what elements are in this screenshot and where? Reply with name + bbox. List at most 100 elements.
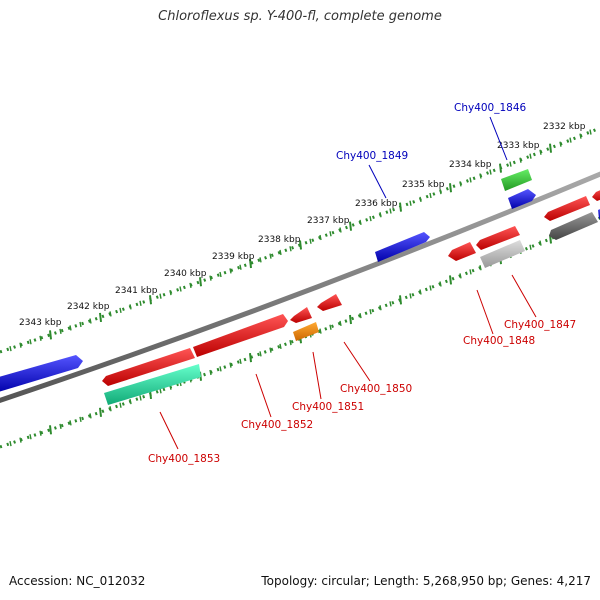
reverse-tick xyxy=(539,240,542,246)
gene-gray-right[interactable] xyxy=(549,212,598,240)
scale-label-2337: 2337 kbp xyxy=(307,216,350,226)
forward-tick xyxy=(379,212,382,218)
scale-label-2333: 2333 kbp xyxy=(497,141,540,151)
forward-tick xyxy=(89,318,92,324)
reverse-tick xyxy=(409,293,412,299)
forward-tick xyxy=(309,238,312,244)
forward-tick xyxy=(9,345,12,352)
forward-tick xyxy=(499,163,502,173)
scale-label-2336: 2336 kbp xyxy=(355,199,398,209)
scale-label-2332: 2332 kbp xyxy=(543,122,586,132)
reverse-tick xyxy=(529,244,532,250)
leader-chy400-1847 xyxy=(511,274,537,318)
forward-tick xyxy=(489,169,492,175)
gene-chy400-1850[interactable] xyxy=(317,294,342,311)
gene-red-edge[interactable] xyxy=(592,188,600,201)
reverse-tick xyxy=(359,312,362,319)
scale-label-2334: 2334 kbp xyxy=(449,160,492,170)
reverse-tick xyxy=(89,413,92,419)
reverse-tick xyxy=(399,295,402,305)
leader-chy400-1848 xyxy=(476,289,494,335)
forward-tick xyxy=(69,325,72,331)
forward-tick xyxy=(389,208,392,214)
gene-red-1853-upper[interactable] xyxy=(102,348,195,386)
gene-chy400-1851[interactable] xyxy=(290,307,312,323)
forward-tick xyxy=(79,321,82,328)
forward-tick xyxy=(469,177,472,183)
reverse-tick xyxy=(29,434,32,440)
reverse-tick xyxy=(429,285,432,291)
gene-teal-1853[interactable] xyxy=(104,364,201,405)
genome-backbone xyxy=(0,171,600,403)
forward-tick xyxy=(559,141,562,147)
forward-tick xyxy=(189,282,192,289)
forward-tick xyxy=(179,286,182,292)
label-chy400-1847[interactable]: Chy400_1847 xyxy=(504,319,576,331)
gene-red-1852-right[interactable] xyxy=(193,314,288,357)
reverse-tick xyxy=(69,420,72,426)
reverse-tick xyxy=(329,324,332,330)
forward-tick xyxy=(449,183,452,193)
gene-chy400-1847[interactable] xyxy=(476,226,520,250)
reverse-tick xyxy=(349,314,352,325)
gene-orange-1851[interactable] xyxy=(293,322,319,341)
forward-tick xyxy=(99,312,102,323)
gene-chy400-1849[interactable] xyxy=(375,232,430,262)
accession-text: Accession: NC_012032 xyxy=(9,574,146,588)
label-chy400-1850[interactable]: Chy400_1850 xyxy=(340,383,412,395)
forward-tick xyxy=(589,129,592,135)
label-chy400-1851[interactable]: Chy400_1851 xyxy=(292,401,364,413)
label-chy400-1848[interactable]: Chy400_1848 xyxy=(463,335,535,347)
forward-tick xyxy=(399,202,402,212)
forward-tick xyxy=(509,161,512,167)
reverse-tick xyxy=(319,328,322,334)
gene-red-far-right[interactable] xyxy=(544,196,590,221)
leader-chy400-1850 xyxy=(343,341,371,382)
reverse-tick xyxy=(219,366,222,372)
forward-tick xyxy=(459,181,462,187)
label-chy400-1853[interactable]: Chy400_1853 xyxy=(148,453,220,465)
scale-label-2340: 2340 kbp xyxy=(164,269,207,279)
forward-tick xyxy=(119,307,122,314)
label-chy400-1852[interactable]: Chy400_1852 xyxy=(241,419,313,431)
gene-chy400-1848[interactable] xyxy=(448,242,476,261)
forward-tick xyxy=(549,143,552,153)
forward-tick xyxy=(409,200,412,206)
reverse-tick xyxy=(119,402,122,408)
reverse-tick xyxy=(279,343,282,349)
forward-tick xyxy=(289,246,292,252)
forward-tick xyxy=(229,268,232,274)
gene-blue-left[interactable] xyxy=(0,355,83,393)
reverse-tick xyxy=(229,362,232,368)
reverse-tick xyxy=(379,305,382,311)
reverse-tick xyxy=(79,416,82,422)
label-chy400-1849[interactable]: Chy400_1849 xyxy=(336,150,408,162)
forward-tick xyxy=(29,339,32,345)
forward-tick xyxy=(169,289,172,296)
gene-chy400-1846[interactable] xyxy=(501,169,532,191)
forward-tick xyxy=(259,257,262,263)
forward-tick xyxy=(419,196,422,203)
gene-silver-1847[interactable] xyxy=(480,240,525,268)
reverse-tick xyxy=(19,437,22,443)
reverse-tick xyxy=(259,351,262,357)
forward-tick xyxy=(369,215,372,222)
forward-tick xyxy=(199,277,202,287)
forward-tick xyxy=(49,330,52,340)
label-chy400-1846[interactable]: Chy400_1846 xyxy=(454,102,527,114)
leader-chy400-1852 xyxy=(255,373,272,418)
forward-tick xyxy=(579,133,582,139)
reverse-tick xyxy=(449,275,452,285)
forward-tick xyxy=(219,271,222,278)
forward-tick xyxy=(109,311,112,317)
leader-chy400-1851 xyxy=(312,351,322,400)
reverse-tick xyxy=(39,430,42,436)
reverse-tick xyxy=(419,289,422,295)
reverse-tick xyxy=(339,320,342,327)
reverse-tick xyxy=(389,301,392,307)
gene-blue-small[interactable] xyxy=(508,189,536,209)
genome-summary-text: Topology: circular; Length: 5,268,950 bp… xyxy=(261,574,591,588)
forward-tick xyxy=(439,189,442,195)
reverse-tick xyxy=(369,309,372,315)
